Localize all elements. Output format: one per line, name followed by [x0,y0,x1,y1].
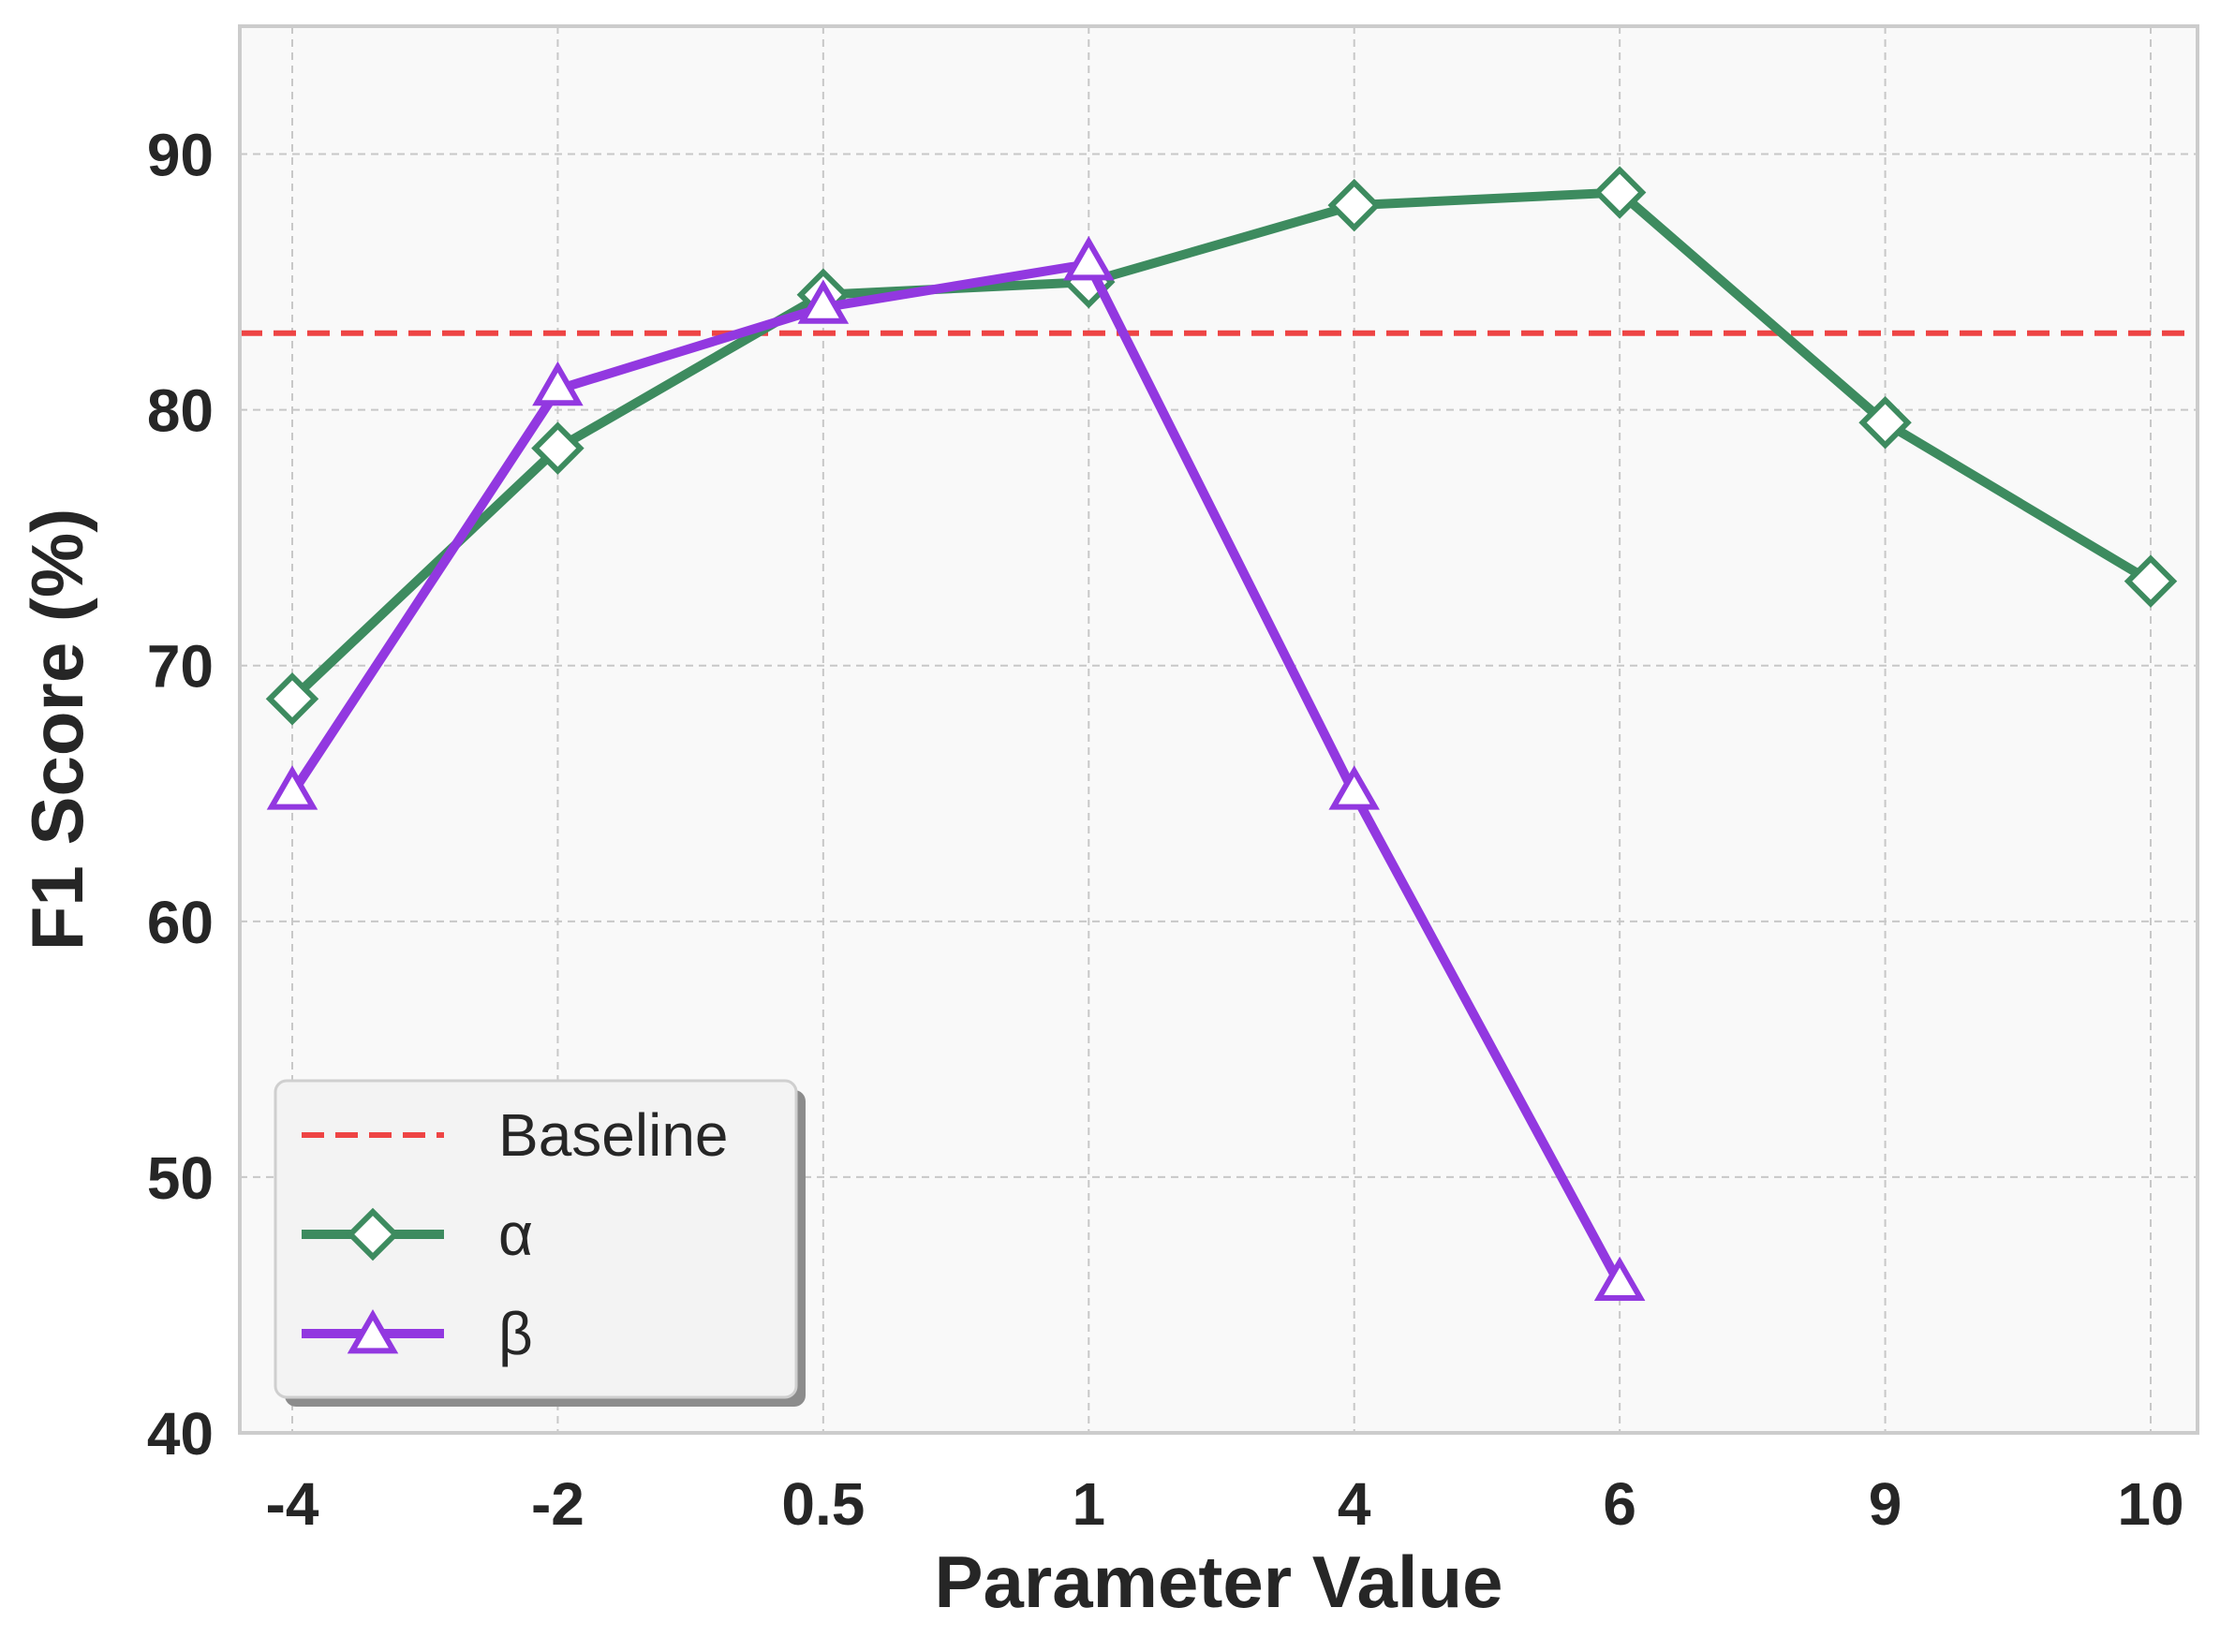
y-tick-label-60: 60 [147,889,214,956]
y-tick-label-70: 70 [147,633,214,701]
legend-beta-marker [347,1308,399,1354]
legend-beta-marker-shape [347,1308,399,1354]
data-point-beta-4 [1328,765,1380,810]
x-tick-label-10: 10 [2117,1470,2183,1538]
legend-box [274,1079,798,1399]
data-point-alpha-4 [1327,178,1381,232]
legend-alpha-marker [346,1207,400,1261]
y-tick-label-80: 80 [147,377,214,445]
series-layer [265,166,2178,1302]
legend-alpha-marker-shape [346,1207,400,1261]
x-tick-label-1: 1 [1072,1470,1105,1538]
x-tick-label-9: 9 [1869,1470,1902,1538]
plot-frame [238,24,2199,1435]
data-point-alpha-6 [1592,166,1647,219]
y-tick-label-40: 40 [147,1400,214,1468]
x-tick-label-6: 6 [1603,1470,1636,1538]
legend-label-baseline: Baseline [498,1101,729,1169]
data-point-beta-4 [266,765,318,810]
x-tick-label-0-5: 0.5 [781,1470,865,1538]
y-tick-labels: 40 50 60 70 80 90 [147,122,214,1468]
series-line-alpha [288,187,2155,704]
legend-label-beta: β [498,1300,533,1367]
legend: Baseline α β [274,1079,806,1407]
data-point-beta-1 [1063,235,1115,281]
x-tick-label-4: -4 [266,1470,319,1538]
x-tick-label-4: 4 [1338,1470,1371,1538]
data-point-beta-2 [532,361,584,406]
x-axis-label: Parameter Value [934,1541,1502,1623]
x-tick-labels: -4 -2 0.5 1 4 6 9 10 [266,1470,2184,1538]
data-point-beta-0-5 [797,279,850,324]
data-point-alpha-4 [265,671,319,726]
legend-label-alpha: α [498,1201,533,1268]
x-tick-label-2: -2 [531,1470,585,1538]
data-point-alpha-10 [2124,554,2178,608]
data-point-alpha-9 [1858,396,1912,450]
data-point-alpha-2 [531,421,585,475]
y-tick-label-50: 50 [147,1144,214,1212]
y-tick-label-90: 90 [147,122,214,189]
y-axis-label: F1 Score (%) [16,509,98,951]
series-line-beta [288,258,1625,1290]
data-point-beta-6 [1593,1256,1646,1302]
